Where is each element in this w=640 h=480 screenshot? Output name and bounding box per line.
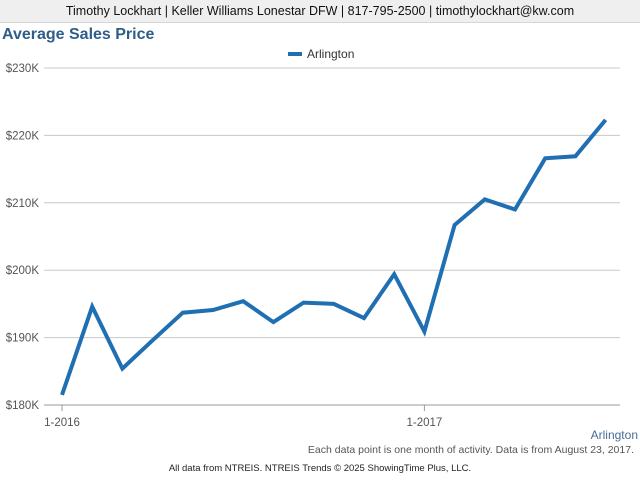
legend[interactable]: Arlington [288,47,354,61]
y-tick-label: $180K [6,400,40,412]
series-line-arlington [60,118,608,396]
chart-title: Average Sales Price [2,26,155,43]
footnote: Each data point is one month of activity… [307,444,634,456]
x-tick-label: 1-2017 [406,417,442,429]
y-tick-label: $210K [6,198,40,210]
series-layer [60,118,608,396]
grid-lines [44,67,620,406]
legend-label: Arlington [307,47,354,61]
region-label: Arlington [590,428,638,442]
y-tick-label: $190K [6,333,40,345]
footer-attribution: All data from NTREIS. NTREIS Trends © 20… [168,463,472,474]
header-contact-text: Timothy Lockhart | Keller Williams Lones… [65,4,575,18]
y-tick-label: $230K [6,63,40,75]
header-contact-bar: Timothy Lockhart | Keller Williams Lones… [0,0,640,23]
axes: $180K $190K $200K $210K $220K $230K 1-2016 1-20… [6,63,443,429]
y-tick-label: $200K [6,265,40,277]
x-tick-label: 1-2016 [44,417,80,429]
y-tick-label: $220K [6,130,40,142]
